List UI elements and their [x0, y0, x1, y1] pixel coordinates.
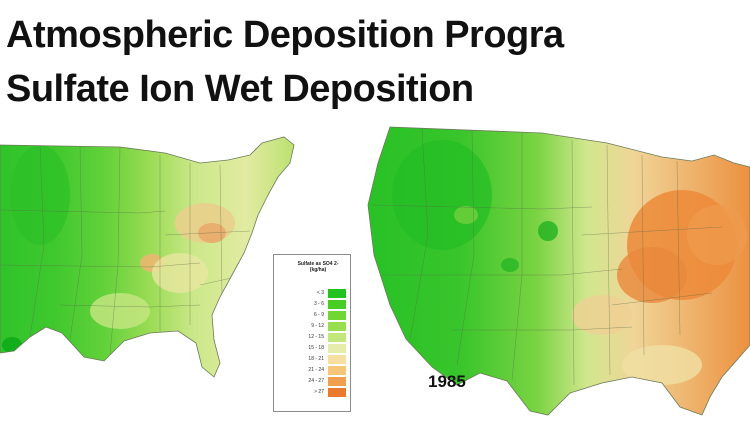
page-subtitle: Sulfate Ion Wet Deposition [6, 68, 474, 110]
year-label-right: 1985 [428, 372, 466, 391]
page-title: Atmospheric Deposition Progra [6, 14, 564, 56]
legend-item-label: 24 - 27 [308, 378, 324, 384]
legend-item-label: 3 - 6 [313, 301, 324, 307]
legend-item-label: > 27 [314, 389, 324, 395]
legend-item-label: 18 - 21 [308, 356, 324, 362]
legend-item-label: < 3 [316, 290, 324, 296]
legend-swatch [328, 322, 346, 331]
legend-item-label: 9 - 12 [311, 323, 324, 329]
legend-swatch [328, 289, 346, 298]
legend-swatch [328, 366, 346, 375]
legend-item-label: 15 - 18 [308, 345, 324, 351]
legend-item-label: 12 - 15 [308, 334, 324, 340]
legend-item-label: 6 - 9 [313, 312, 324, 318]
legend-swatch [328, 344, 346, 353]
sulfate-map-left [0, 136, 295, 378]
map-legend: Sulfate as SO4 2- (kg/ha) < 3 3 - 6 6 - 9 9… [273, 254, 351, 412]
legend-swatch [328, 311, 346, 320]
legend-title: Sulfate as SO4 2- (kg/ha) [297, 261, 339, 273]
legend-swatch [328, 300, 346, 309]
legend-item-label: 21 - 24 [308, 367, 324, 373]
sulfate-map-right [367, 126, 750, 416]
legend-swatch [328, 355, 346, 364]
legend-swatch [328, 377, 346, 386]
legend-swatch [328, 388, 346, 397]
legend-swatch [328, 333, 346, 342]
